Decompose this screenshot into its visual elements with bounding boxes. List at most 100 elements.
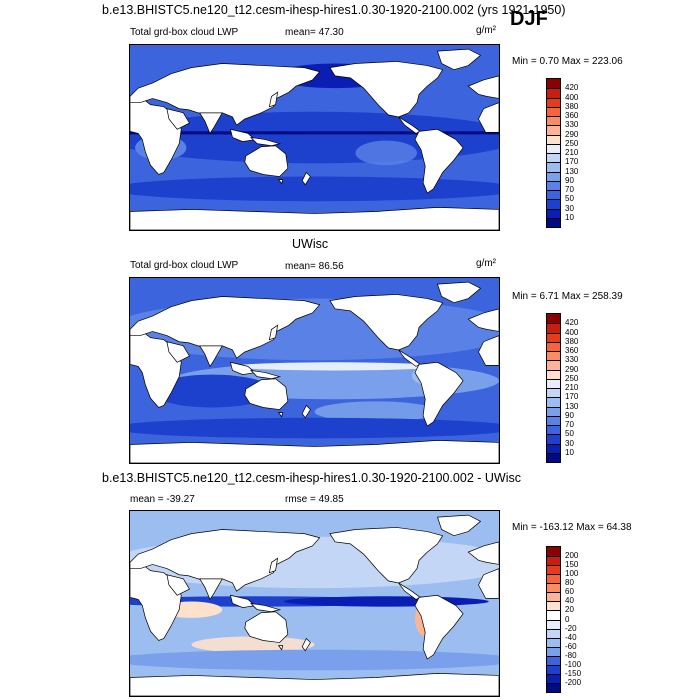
panel-3-minmax: Min = -163.12 Max = 64.38 bbox=[512, 522, 632, 533]
land-mass bbox=[414, 361, 464, 427]
panel-3-mean: mean = -39.27 bbox=[130, 494, 195, 505]
land-mass bbox=[268, 324, 279, 341]
colorbar-tick-label: 100 bbox=[565, 569, 579, 579]
colorbar-swatch bbox=[547, 314, 560, 324]
colorbar-swatch bbox=[547, 434, 560, 444]
colorbar-swatch bbox=[547, 547, 560, 557]
colorbar-tick-label: 130 bbox=[565, 401, 579, 411]
land-mass bbox=[244, 378, 289, 410]
colorbar-tick-label: 80 bbox=[565, 578, 574, 588]
land-mass bbox=[268, 557, 279, 574]
panel-2-minmax: Min = 6.71 Max = 258.39 bbox=[512, 291, 623, 302]
panel-1-map bbox=[129, 44, 500, 231]
colorbar-tick-label: 380 bbox=[565, 101, 579, 111]
colorbar-tick-label: 290 bbox=[565, 364, 579, 374]
colorbar-tick-label: 90 bbox=[565, 175, 574, 185]
panel-3-title: b.e13.BHISTC5.ne120_t12.cesm-ihesp-hires… bbox=[102, 471, 521, 485]
land-mass bbox=[199, 112, 223, 135]
colorbar-tick-label: 50 bbox=[565, 429, 574, 439]
panel-1-title: b.e13.BHISTC5.ne120_t12.cesm-ihesp-hires… bbox=[102, 3, 566, 17]
colorbar-tick-label: 0 bbox=[565, 614, 570, 624]
colorbar-tick-label: 130 bbox=[565, 166, 579, 176]
land-mass bbox=[437, 281, 482, 304]
land-mass bbox=[244, 145, 289, 177]
colorbar-tick-label: 290 bbox=[565, 129, 579, 139]
colorbar-tick-label: 70 bbox=[565, 420, 574, 429]
colorbar-swatch bbox=[547, 443, 560, 453]
colorbar-swatch bbox=[547, 369, 560, 379]
colorbar-tick-label: 400 bbox=[565, 92, 579, 102]
colorbar-swatch bbox=[547, 452, 560, 462]
colorbar-swatch bbox=[547, 601, 560, 611]
colorbar-swatch bbox=[547, 592, 560, 602]
colorbar-tick-label: 360 bbox=[565, 346, 579, 355]
colorbar-tick-label: 330 bbox=[565, 120, 579, 130]
panel-2-mean: mean= 86.56 bbox=[285, 261, 344, 272]
colorbar-swatch bbox=[547, 619, 560, 629]
panel-1-colorbar: 420 400 380 360 330 290 250 210 170 130 90 70 50 30 10 bbox=[546, 78, 578, 228]
colorbar-swatch bbox=[547, 637, 560, 647]
colorbar-tick-label: 400 bbox=[565, 327, 579, 337]
colorbar-swatch bbox=[547, 180, 560, 190]
colorbar-swatch bbox=[547, 646, 560, 656]
land-mass bbox=[229, 594, 256, 608]
colorbar-swatch bbox=[547, 415, 560, 425]
colorbar-swatch bbox=[547, 360, 560, 370]
colorbar-swatch bbox=[547, 79, 560, 89]
land-mass bbox=[249, 369, 282, 380]
land-mass bbox=[130, 296, 321, 359]
colorbar-tick-label: 420 bbox=[565, 83, 579, 93]
colorbar-tick-label: 40 bbox=[565, 596, 574, 606]
colorbar-swatch bbox=[547, 574, 560, 584]
colorbar-tick-label: 30 bbox=[565, 438, 574, 448]
colorbar-tick-label: -100 bbox=[565, 659, 582, 669]
colorbar-swatch bbox=[547, 171, 560, 181]
land-mass bbox=[229, 128, 256, 142]
colorbar-swatch bbox=[547, 351, 560, 361]
colorbar-swatch bbox=[547, 153, 560, 163]
colorbar-tick-label: 200 bbox=[565, 551, 579, 561]
colorbar-swatch bbox=[547, 88, 560, 98]
land-mass bbox=[130, 529, 321, 592]
colorbar-tick-label: 170 bbox=[565, 392, 579, 402]
colorbar-swatch bbox=[547, 332, 560, 342]
land-mass bbox=[130, 440, 499, 463]
panel-1-units: g/m² bbox=[476, 25, 496, 36]
land-mass bbox=[301, 171, 311, 186]
colorbar-tick-label: 10 bbox=[565, 447, 574, 457]
colorbar-tick-label: 30 bbox=[565, 203, 574, 213]
land-mass bbox=[329, 527, 444, 584]
colorbar-tick-label: -80 bbox=[565, 650, 577, 660]
colorbar-swatch bbox=[547, 162, 560, 172]
colorbar-swatch bbox=[547, 556, 560, 566]
land-mass bbox=[329, 294, 444, 351]
colorbar-swatch bbox=[547, 397, 560, 407]
land-mass bbox=[414, 594, 464, 660]
colorbar-swatch bbox=[547, 341, 560, 351]
land-mass bbox=[301, 404, 311, 419]
colorbar-tick-label: -60 bbox=[565, 641, 577, 651]
colorbar-tick-label: -40 bbox=[565, 632, 577, 642]
land-mass bbox=[437, 48, 482, 71]
colorbar-swatch bbox=[547, 425, 560, 435]
colorbar-swatch bbox=[547, 664, 560, 674]
land-mass bbox=[268, 91, 279, 108]
land-mass bbox=[229, 361, 256, 375]
panel-3-colorbar: 200 150 100 80 60 40 20 0 -20 -40 -60 -80 -100 -150 -2… bbox=[546, 546, 581, 693]
colorbar-tick-label: 360 bbox=[565, 111, 579, 120]
colorbar-swatch bbox=[547, 97, 560, 107]
colorbar-tick-label: 420 bbox=[565, 318, 579, 328]
colorbar-swatch bbox=[547, 116, 560, 126]
panel-1-mean: mean= 47.30 bbox=[285, 27, 344, 38]
colorbar-tick-label: 60 bbox=[565, 587, 574, 597]
colorbar-swatch bbox=[547, 583, 560, 593]
land-mass bbox=[130, 63, 321, 126]
colorbar-tick-label: 70 bbox=[565, 185, 574, 194]
colorbar-swatch bbox=[547, 406, 560, 416]
land-mass bbox=[244, 611, 289, 643]
colorbar-tick-label: 250 bbox=[565, 373, 579, 383]
colorbar-swatch bbox=[547, 134, 560, 144]
colorbar-swatch bbox=[547, 208, 560, 218]
colorbar-swatch bbox=[547, 106, 560, 116]
colorbar-tick-label: 330 bbox=[565, 355, 579, 365]
